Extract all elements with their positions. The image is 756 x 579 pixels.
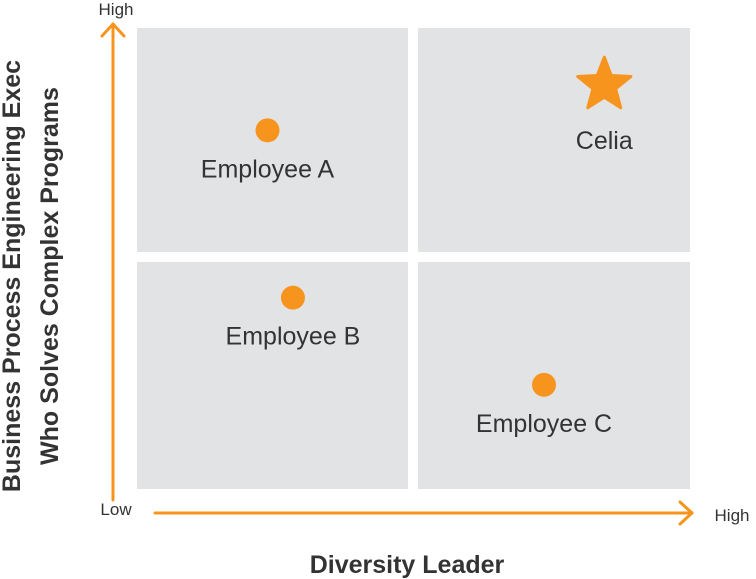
- y-axis-high-label: High: [99, 0, 134, 19]
- point-employee-b-label: Employee B: [226, 323, 361, 351]
- data-points: Employee A Employee B Employee C Celia: [201, 55, 633, 438]
- x-axis-arrow: [153, 500, 694, 526]
- x-axis-low-label: Low: [100, 500, 132, 519]
- point-employee-a-label: Employee A: [201, 155, 335, 183]
- point-employee-b-marker: [280, 285, 305, 310]
- y-axis-arrow: [100, 22, 126, 502]
- point-celia-star: [576, 55, 633, 110]
- quadrant-bottom-left: [137, 262, 408, 489]
- x-axis-title: Diversity Leader: [310, 551, 505, 579]
- y-axis-title: Business Process Engineering Exec Who So…: [0, 60, 64, 492]
- point-employee-c-label: Employee C: [476, 410, 612, 438]
- quadrant-bottom-right: [418, 262, 690, 489]
- quadrant-top-right: [418, 28, 690, 252]
- point-employee-c-marker: [532, 372, 557, 397]
- point-celia-label: Celia: [576, 127, 633, 155]
- y-axis-title-line1: Business Process Engineering Exec: [0, 60, 26, 492]
- x-axis-high-label: High: [715, 506, 750, 525]
- point-employee-a-marker: [255, 118, 280, 143]
- y-axis-title-line2: Who Solves Complex Programs: [36, 87, 64, 465]
